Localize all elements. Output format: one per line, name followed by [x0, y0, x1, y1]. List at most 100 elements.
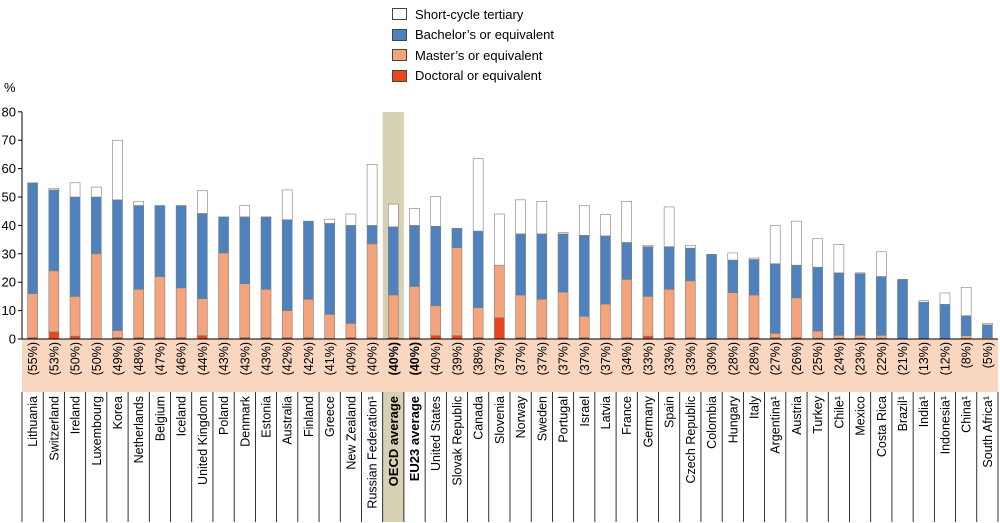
category-label-36: Austria	[790, 396, 804, 435]
bar-8-series-2	[197, 213, 208, 299]
value-label-17: (40%)	[387, 342, 401, 375]
value-label-26: (37%)	[578, 342, 592, 375]
category-label-17: OECD average	[386, 396, 401, 486]
bar-39-series-2	[854, 273, 866, 336]
bar-0-series-2	[27, 182, 38, 294]
value-label-41: (21%)	[896, 342, 910, 375]
category-label-45: South Africa¹	[981, 396, 995, 468]
bar-35-series-2	[769, 263, 781, 334]
value-label-9: (43%)	[217, 342, 231, 375]
bar-32-series-2	[706, 254, 717, 340]
value-label-33: (28%)	[726, 342, 740, 375]
bar-14-series-2	[324, 223, 335, 315]
bar-3-series-2	[90, 196, 102, 255]
legend-item-short-cycle: Short-cycle tertiary	[392, 4, 554, 25]
legend-swatch-short-cycle	[392, 8, 407, 21]
category-label-21: Canada	[472, 396, 486, 440]
bar-16-series-2	[366, 225, 378, 245]
value-label-44: (8%)	[960, 342, 974, 368]
bar-27-series-2	[600, 235, 611, 305]
bar-8-series-3	[197, 190, 208, 214]
category-label-2: Ireland	[69, 396, 83, 434]
category-label-12: Australia	[281, 396, 295, 445]
legend-label-bachelors: Bachelor’s or equivalent	[415, 27, 554, 43]
value-label-37: (25%)	[811, 342, 825, 375]
bar-15-series-1	[345, 323, 357, 338]
bar-7-series-2	[175, 205, 187, 289]
value-label-22: (37%)	[493, 342, 507, 375]
y-tick-label-50: 50	[2, 190, 16, 205]
bar-16-series-3	[366, 164, 378, 226]
bar-36-series-2	[791, 264, 802, 299]
bar-12-series-2	[281, 219, 293, 311]
category-label-42: India¹	[917, 396, 931, 427]
bar-29-series-2	[642, 246, 654, 297]
category-label-16: Russian Federation¹	[366, 396, 380, 509]
legend-swatch-masters	[392, 49, 407, 62]
bar-1-series-0	[48, 331, 60, 340]
bar-10-series-1	[239, 283, 251, 338]
bar-42-series-3	[918, 300, 930, 303]
category-label-0: Lithuania	[26, 396, 40, 447]
bar-18-series-3	[409, 208, 420, 226]
category-label-24: Sweden	[535, 396, 549, 441]
bar-40-series-2	[876, 276, 887, 336]
category-label-1: Switzerland	[47, 396, 61, 461]
bar-0-series-1	[27, 293, 38, 338]
bar-2-series-2	[69, 196, 81, 297]
bar-28-series-1	[621, 279, 632, 338]
bar-40-series-3	[876, 251, 887, 277]
bar-42-series-2	[918, 301, 930, 340]
legend-label-doctoral: Doctoral or equivalent	[415, 68, 542, 84]
bar-45-series-2	[982, 324, 993, 338]
bar-1-series-2	[48, 189, 60, 272]
bar-8-series-1	[197, 298, 208, 336]
category-label-40: Costa Rica	[875, 396, 889, 457]
category-label-9: Poland	[217, 396, 231, 435]
bar-43-series-2	[939, 304, 951, 339]
category-label-19: United States	[429, 396, 443, 471]
category-label-3: Luxembourg	[90, 396, 104, 466]
bar-44-series-1	[960, 335, 972, 339]
category-label-27: Latvia	[599, 396, 613, 429]
bar-30-series-2	[663, 246, 675, 290]
bar-19-series-0	[430, 335, 442, 340]
bar-41-series-2	[897, 279, 908, 340]
bar-14-series-1	[324, 313, 335, 339]
bar-14-series-3	[324, 218, 335, 224]
category-label-25: Portugal	[557, 396, 571, 443]
category-label-28: France	[620, 396, 634, 435]
value-label-39: (23%)	[854, 342, 868, 375]
bar-39-series-3	[854, 272, 866, 274]
bar-17-series-3	[388, 203, 399, 228]
value-label-10: (43%)	[238, 342, 252, 375]
bar-23-series-3	[515, 199, 526, 235]
bar-21-series-2	[472, 230, 484, 309]
bar-12-series-3	[281, 189, 293, 221]
bar-29-series-1	[642, 296, 654, 337]
bar-33-series-3	[727, 252, 739, 261]
value-label-31: (33%)	[684, 342, 698, 375]
y-tick-label-60: 60	[2, 161, 16, 176]
bar-27-series-1	[600, 303, 611, 339]
legend-item-masters: Master’s or equivalent	[392, 45, 554, 66]
bar-16-series-1	[366, 243, 378, 338]
bar-4-series-3	[112, 139, 123, 201]
bar-9-series-1	[218, 252, 229, 339]
category-label-32: Colombia	[705, 396, 719, 449]
bar-17-series-1	[388, 294, 399, 338]
bar-22-series-0	[494, 317, 505, 340]
bar-44-series-3	[960, 287, 972, 317]
value-label-24: (37%)	[535, 342, 549, 375]
bar-8-series-0	[197, 335, 208, 340]
bar-1-series-1	[48, 270, 60, 333]
value-label-35: (27%)	[769, 342, 783, 375]
category-label-41: Brazil¹	[896, 396, 910, 431]
value-label-11: (43%)	[260, 342, 274, 375]
value-label-5: (48%)	[132, 342, 146, 375]
category-label-23: Norway	[514, 395, 528, 438]
value-label-21: (38%)	[472, 342, 486, 375]
value-label-7: (46%)	[175, 342, 189, 375]
bar-45-series-3	[982, 323, 993, 326]
